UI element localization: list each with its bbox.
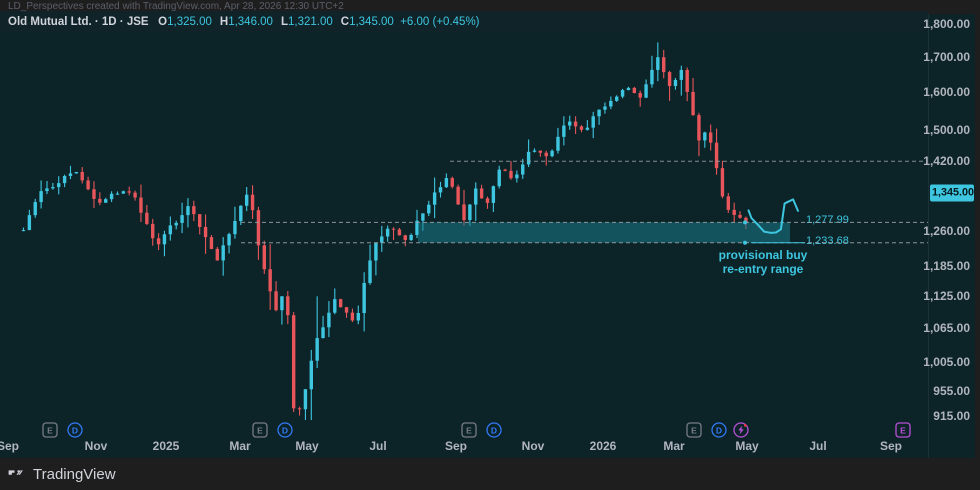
svg-text:E: E xyxy=(257,425,263,435)
svg-text:E: E xyxy=(900,425,906,435)
svg-text:E: E xyxy=(47,425,53,435)
svg-text:D: D xyxy=(716,425,722,435)
svg-text:E: E xyxy=(691,425,697,435)
svg-text:D: D xyxy=(72,425,78,435)
svg-text:E: E xyxy=(466,425,472,435)
svg-text:D: D xyxy=(491,425,497,435)
svg-text:D: D xyxy=(282,425,288,435)
